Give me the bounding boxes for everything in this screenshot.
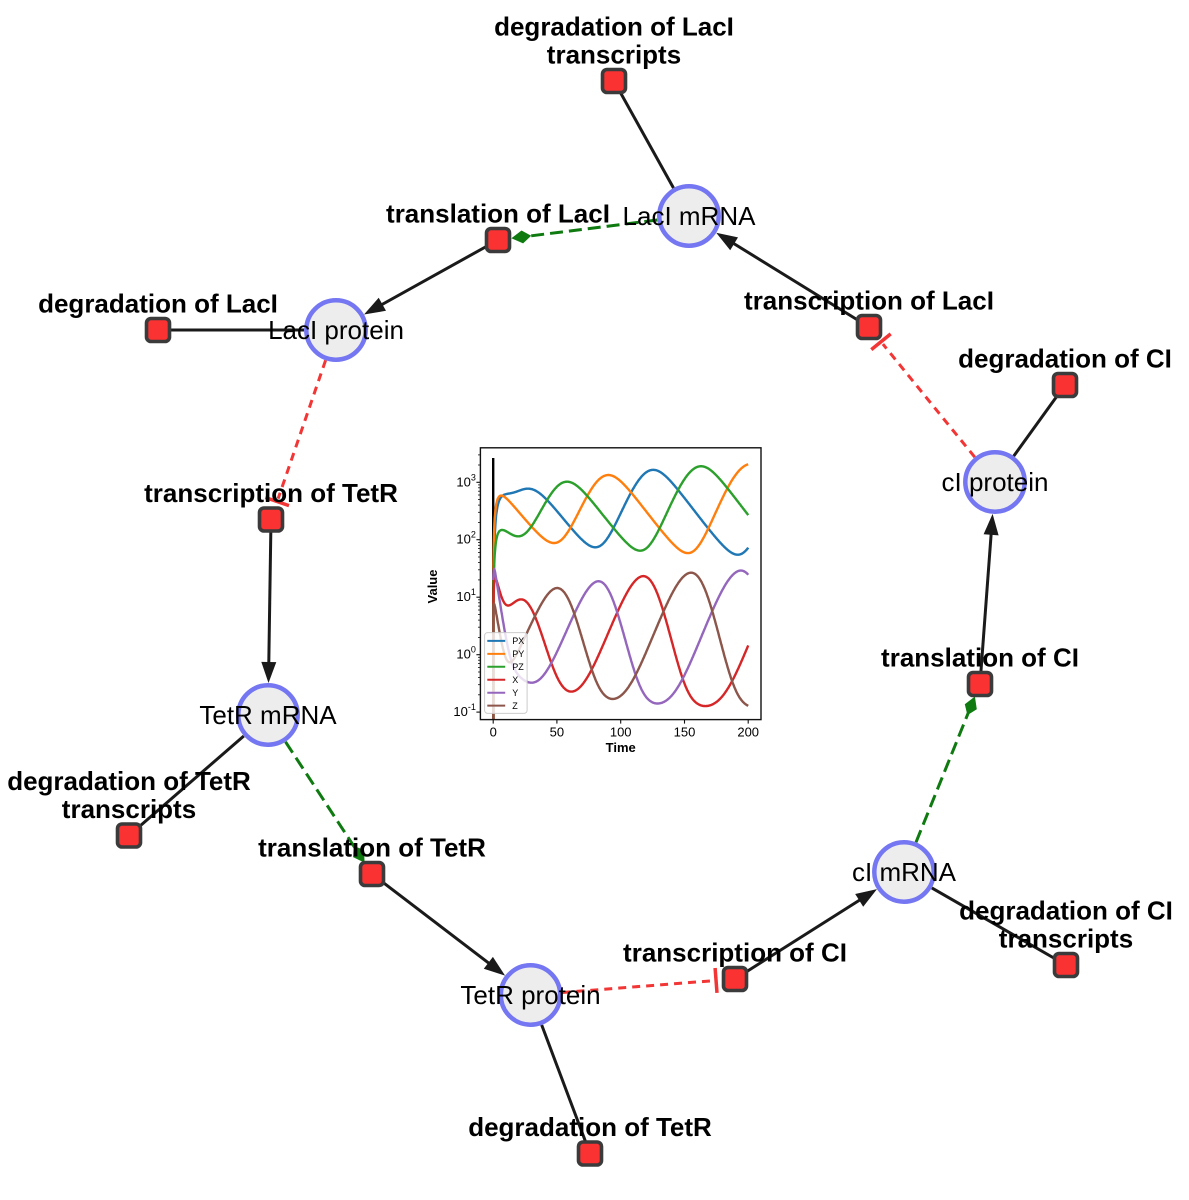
svg-text:0: 0 bbox=[490, 725, 497, 740]
svg-text:Y: Y bbox=[512, 688, 518, 698]
svg-text:LacI protein: LacI protein bbox=[268, 315, 404, 345]
svg-text:cI mRNA: cI mRNA bbox=[852, 857, 957, 887]
svg-text:50: 50 bbox=[550, 725, 564, 740]
svg-text:degradation of TetR: degradation of TetR bbox=[7, 766, 251, 796]
svg-text:LacI mRNA: LacI mRNA bbox=[623, 201, 757, 231]
svg-text:transcripts: transcripts bbox=[547, 40, 681, 70]
svg-text:transcripts: transcripts bbox=[62, 794, 196, 824]
svg-text:TetR mRNA: TetR mRNA bbox=[199, 700, 337, 730]
svg-text:transcription of CI: transcription of CI bbox=[623, 938, 847, 968]
svg-text:Z: Z bbox=[512, 701, 518, 711]
svg-text:Value: Value bbox=[425, 570, 440, 604]
svg-text:translation of CI: translation of CI bbox=[881, 643, 1079, 673]
svg-text:X: X bbox=[512, 675, 518, 685]
svg-text:Time: Time bbox=[606, 740, 636, 755]
svg-text:translation of TetR: translation of TetR bbox=[258, 833, 486, 863]
svg-text:transcription of LacI: transcription of LacI bbox=[744, 286, 994, 316]
svg-text:degradation of TetR: degradation of TetR bbox=[468, 1112, 712, 1142]
svg-text:degradation of CI: degradation of CI bbox=[958, 344, 1172, 374]
svg-text:degradation of LacI: degradation of LacI bbox=[38, 289, 278, 319]
svg-text:degradation of CI: degradation of CI bbox=[959, 896, 1173, 926]
svg-text:cI protein: cI protein bbox=[942, 467, 1049, 497]
svg-text:TetR protein: TetR protein bbox=[460, 980, 600, 1010]
svg-text:200: 200 bbox=[737, 725, 759, 740]
svg-text:translation of LacI: translation of LacI bbox=[386, 199, 610, 229]
svg-text:degradation of LacI: degradation of LacI bbox=[494, 12, 734, 42]
svg-text:100: 100 bbox=[610, 725, 632, 740]
svg-text:PX: PX bbox=[512, 636, 524, 646]
svg-text:PY: PY bbox=[512, 649, 524, 659]
svg-text:150: 150 bbox=[674, 725, 696, 740]
svg-text:transcripts: transcripts bbox=[999, 924, 1133, 954]
svg-text:transcription of TetR: transcription of TetR bbox=[144, 478, 398, 508]
svg-text:PZ: PZ bbox=[512, 662, 524, 672]
